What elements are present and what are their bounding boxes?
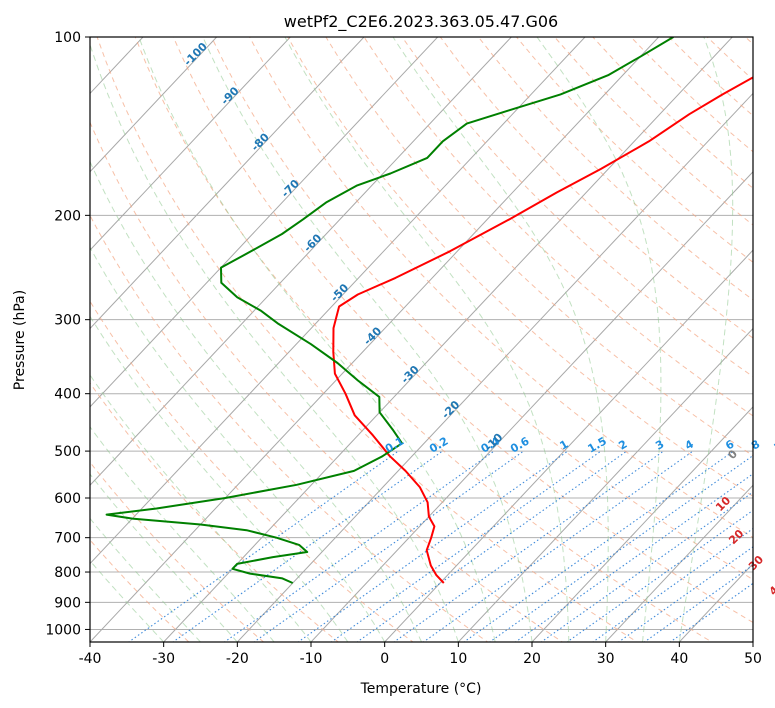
x-tick-label: 20 [523,651,541,667]
mixing-ratio-line [356,450,628,642]
dry-adiabat-line [90,300,414,642]
x-tick-label: -20 [226,651,249,667]
y-tick-label: 1000 [45,622,81,638]
mixing-ratio-line [422,450,694,642]
dry-adiabat-line [90,382,340,642]
isotherm-line [531,406,753,642]
x-tick-label: 30 [597,651,615,667]
chart-title: wetPf2_C2E6.2023.363.05.47.G06 [284,12,558,32]
moist-adiabat-label: 40 [767,578,775,598]
mixing-ratio-line [127,450,399,642]
isotherm-line [90,37,365,330]
dewpoint-line [105,37,674,584]
y-tick-label: 400 [54,387,81,403]
y-axis-label: Pressure (hPa) [12,290,28,390]
mixing-ratio-line [463,450,734,642]
x-tick-label: -40 [79,651,102,667]
isotherm-line [90,37,218,173]
dry-adiabat-line [249,37,753,539]
isotherm-line [90,37,439,408]
mixing-ratio-line [297,450,569,642]
x-tick-label: 10 [449,651,467,667]
x-tick-label: -10 [300,651,323,667]
x-tick-label: 50 [744,651,762,667]
dry-adiabat-line [96,37,638,642]
isotherm-line [236,92,753,642]
isotherm-line [604,484,753,642]
background-lines [90,37,753,642]
x-axis-label: Temperature (°C) [360,681,482,697]
isotherm-line [383,249,753,642]
isotherm-line [90,37,660,642]
moist-adiabat-line [90,315,349,642]
dry-adiabat-line [90,214,489,642]
mixing-ratio-line [172,450,443,642]
mixing-ratio-line [514,473,753,642]
y-tick-label: 800 [54,565,81,581]
mixing-ratio-line [488,454,753,642]
moist-adiabat-line [284,37,570,642]
y-tick-label: 700 [54,531,81,547]
mixing-ratio-line [330,450,602,642]
mixing-ratio-label: 10 [771,435,775,454]
dry-adiabat-line [172,37,753,624]
isotherm-line [90,37,513,486]
moist-adiabat-line [678,37,734,642]
moist-adiabat-line [90,42,459,642]
x-tick-label: -30 [152,651,175,667]
isotherm-line [162,37,734,642]
moist-adiabat-line [392,37,609,642]
moist-adiabat-line [90,246,386,642]
dry-adiabat-line [325,37,753,457]
profile-series [105,37,753,584]
dry-adiabat-line [90,121,564,642]
moist-adiabat-line [90,374,312,642]
y-tick-label: 300 [54,313,81,329]
y-tick-label: 500 [54,444,81,460]
x-tick-label: 40 [670,651,688,667]
isotherm-line [90,37,586,565]
isotherm-line [457,327,753,642]
dry-adiabat-line [134,37,713,642]
moist-adiabat-line [138,37,496,642]
moist-adiabat-line [536,37,662,642]
axes: -40 -30 -20 -10 0 10 20 30 40 50 100 200 300 400 500 60… [45,30,762,667]
y-tick-label: 100 [54,30,81,46]
dry-adiabat-line [363,37,753,417]
dry-adiabat-line [90,461,265,642]
dry-adiabat-line [210,37,753,581]
y-tick-label: 600 [54,491,81,507]
moist-adiabat-line [202,37,533,642]
mixing-ratio-line [253,450,524,642]
plot-frame [89,36,754,643]
mixing-ratio-line [393,450,664,642]
y-tick-label: 200 [54,208,81,224]
x-tick-label: 0 [380,651,389,667]
mixing-ratio-line [223,450,495,642]
isotherm-line [310,171,753,642]
temperature-line [332,76,753,584]
y-tick-label: 900 [54,595,81,611]
dry-adiabat-line [439,37,753,339]
isotherm-line [90,37,292,251]
